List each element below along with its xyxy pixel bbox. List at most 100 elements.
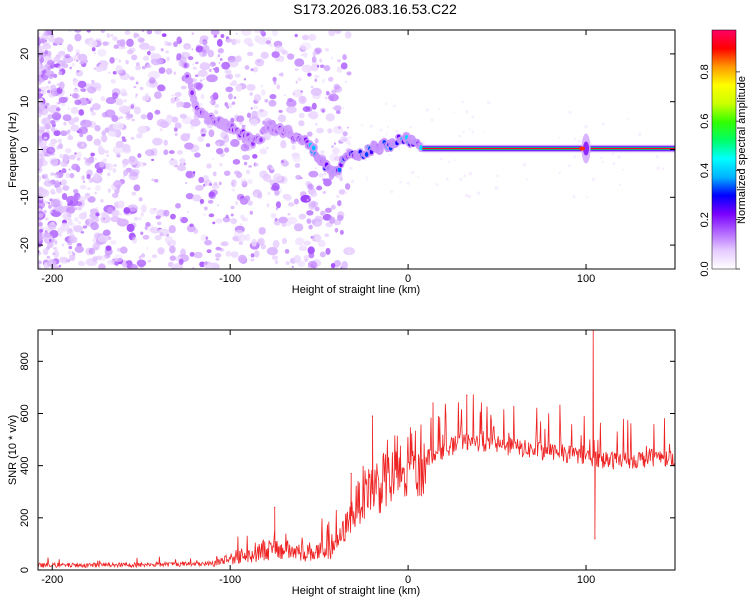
snr-x-tick-label: -100 bbox=[219, 574, 241, 586]
spectrogram-noise-cell bbox=[267, 191, 271, 196]
spectrogram-noise-cell bbox=[120, 149, 124, 154]
spectrogram-noise-cell bbox=[185, 170, 193, 179]
spectrogram-noise-cell bbox=[254, 250, 260, 258]
spectrogram-noise-cell bbox=[105, 150, 108, 153]
spectrogram-noise-cell bbox=[572, 195, 576, 199]
spectrogram-noise-cell bbox=[274, 45, 284, 53]
spectrogram-noise-cell bbox=[144, 149, 155, 157]
snr-spike-point bbox=[432, 402, 434, 404]
spectrogram-noise-cell bbox=[271, 255, 279, 260]
spectrogram-noise-cell bbox=[186, 210, 189, 214]
spectrogram-noise-cell bbox=[55, 107, 61, 112]
spectrogram-noise-cell bbox=[230, 117, 235, 124]
spectrogram-noise-cell bbox=[111, 209, 120, 217]
colorbar-gradient bbox=[712, 30, 736, 269]
spectrogram-noise-cell bbox=[285, 106, 297, 114]
spectrogram-noise-cell bbox=[53, 130, 61, 137]
spectrogram-noise-cell bbox=[154, 30, 162, 35]
spectrogram-noise-cell bbox=[656, 166, 660, 171]
spectrogram-noise-cell bbox=[192, 171, 196, 174]
spectrogram-noise-cell bbox=[51, 112, 62, 121]
spectrogram-noise-cell bbox=[325, 247, 331, 255]
spectrogram-noise-cell bbox=[159, 232, 164, 237]
spectrogram-noise-cell bbox=[163, 149, 169, 156]
spectrogram-noise-cell bbox=[417, 176, 420, 179]
spectrogram-noise-cell bbox=[203, 183, 206, 187]
spectrogram-noise-cell bbox=[137, 35, 141, 40]
spectrogram-noise-cell bbox=[100, 211, 107, 218]
spectrogram-noise-cell bbox=[65, 195, 77, 204]
spectrogram-noise-cell bbox=[165, 67, 173, 75]
spectrogram-noise-cell bbox=[216, 38, 223, 47]
spectrogram-noise-cell bbox=[494, 186, 499, 191]
spectrogram-noise-cell bbox=[655, 155, 659, 159]
spectrogram-noise-cell bbox=[316, 127, 324, 134]
spectrogram-noise-cell bbox=[45, 201, 49, 205]
spectrogram-noise-cell bbox=[185, 45, 192, 50]
spectrogram-noise-cell bbox=[53, 73, 58, 79]
spectrogram-noise-cell bbox=[139, 42, 150, 50]
spectrogram-noise-cell bbox=[334, 30, 342, 35]
spectrogram-noise-cell bbox=[320, 210, 326, 216]
spectrogram-noise-cell bbox=[395, 129, 399, 134]
spectrogram-noise-cell bbox=[206, 74, 218, 83]
spectrogram-noise-cell bbox=[249, 210, 253, 215]
spectrogram-noise-cell bbox=[38, 36, 41, 42]
spectrogram-noise-cell bbox=[174, 132, 178, 137]
spectrogram-noise-cell bbox=[206, 163, 212, 169]
spectrogram-noise-cell bbox=[496, 174, 499, 178]
spectrogram-noise-cell bbox=[119, 39, 126, 48]
spectrogram-noise-cell bbox=[259, 170, 268, 179]
spectrogram-noise-cell bbox=[194, 184, 204, 191]
spectrogram-noise-cell bbox=[197, 136, 205, 142]
spectrogram-noise-cell bbox=[600, 156, 603, 160]
spectrogram-noise-cell bbox=[314, 167, 318, 170]
spectrogram-noise-cell bbox=[123, 169, 129, 177]
spectrogram-noise-cell bbox=[100, 255, 107, 261]
spectrogram-noise-cell bbox=[65, 172, 70, 179]
snr-spike-point bbox=[594, 538, 596, 540]
spectrogram-noise-cell bbox=[218, 181, 222, 186]
spectrogram-noise-cell bbox=[142, 162, 147, 166]
spectrogram-noise-cell bbox=[139, 217, 142, 221]
carrier-line-band bbox=[422, 147, 675, 150]
colorbar-label: Normalized spectral amplitude bbox=[736, 76, 748, 224]
spectrogram-noise-cell bbox=[57, 226, 64, 235]
spectrogram-noise-cell bbox=[333, 142, 336, 145]
carrier-track-core bbox=[337, 167, 342, 173]
spectrogram-noise-cell bbox=[140, 231, 144, 235]
spectral-spike-peak bbox=[579, 146, 586, 151]
spectrogram-noise-cell bbox=[471, 130, 475, 133]
spectrogram-noise-cell bbox=[573, 155, 577, 159]
spectrogram-noise-cell bbox=[311, 102, 317, 110]
spectrogram-noise-cell bbox=[241, 217, 249, 222]
spectrogram-noise-cell bbox=[246, 83, 256, 91]
spectrogram-noise-cell bbox=[58, 71, 63, 76]
spectrogram-noise-cell bbox=[307, 246, 315, 255]
spectrogram-noise-cell bbox=[38, 40, 41, 46]
spectrogram-noise-cell bbox=[123, 207, 131, 214]
spectrogram-noise-cell bbox=[172, 263, 175, 266]
spectrogram-noise-cell bbox=[285, 220, 291, 227]
spectrogram-noise-cell bbox=[125, 59, 129, 65]
spectrogram-noise-cell bbox=[87, 187, 91, 190]
spectrogram-noise-cell bbox=[120, 88, 127, 97]
spectrogram-noise-cell bbox=[112, 92, 119, 100]
spectrogram-noise-cell bbox=[146, 112, 154, 121]
spectrogram-noise-cell bbox=[364, 159, 368, 162]
spectrogram-y-tick-label: -10 bbox=[19, 189, 31, 205]
spectrogram-noise-cell bbox=[73, 88, 79, 93]
spectrogram-noise-cell bbox=[212, 171, 217, 177]
spectrogram-noise-cell bbox=[217, 53, 221, 58]
spectrogram-noise-cell bbox=[191, 32, 194, 35]
spectrogram-noise-cell bbox=[173, 71, 177, 75]
spectrogram-noise-cell bbox=[94, 184, 101, 191]
spectrogram-noise-cell bbox=[50, 84, 57, 92]
spectrogram-noise-cell bbox=[131, 236, 138, 244]
spectrogram-noise-cell bbox=[78, 196, 86, 203]
spectrogram-noise-cell bbox=[318, 173, 324, 178]
spectrogram-noise-cell bbox=[38, 168, 42, 171]
spectrogram-noise-cell bbox=[207, 199, 214, 204]
spectrogram-noise-cell bbox=[247, 200, 253, 206]
